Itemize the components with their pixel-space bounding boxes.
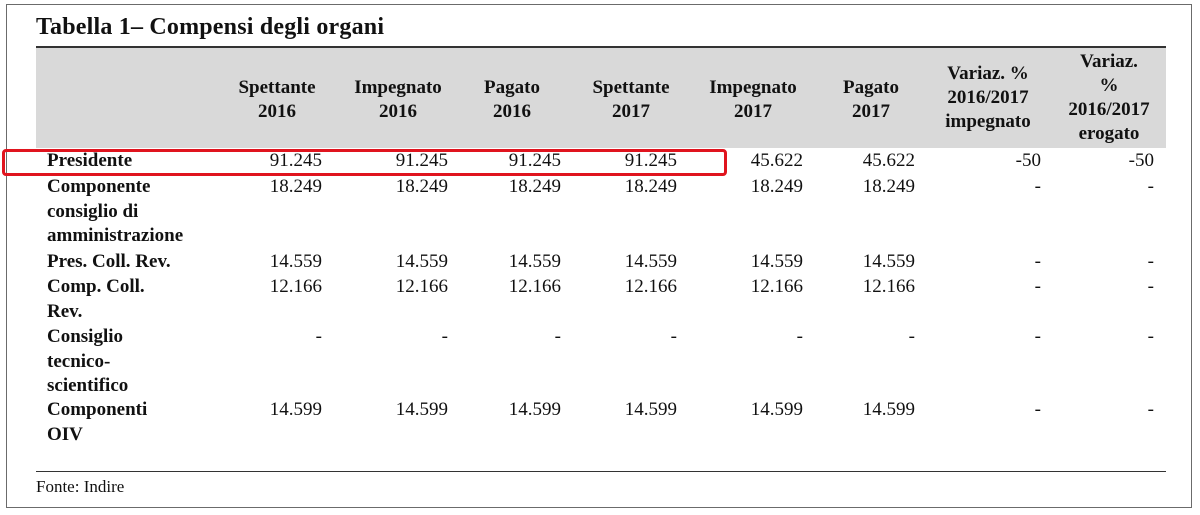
table-cell: 14.599 <box>508 399 561 420</box>
table-cell: 18.249 <box>269 176 322 197</box>
table-cell: 91.245 <box>395 150 448 171</box>
table-cell: 14.559 <box>508 251 561 272</box>
table-cell: - <box>1034 176 1041 197</box>
table-cell: 12.166 <box>508 276 561 297</box>
table-bottom-rule <box>36 471 1166 472</box>
table-cell: 14.599 <box>395 399 448 420</box>
column-header: Variaz. % 2016/2017 impegnato <box>945 63 1031 132</box>
column-header: Spettante 2017 <box>592 77 670 122</box>
table-cell: 12.166 <box>750 276 803 297</box>
table-cell: 12.166 <box>269 276 322 297</box>
table-cell: 18.249 <box>395 176 448 197</box>
row-label: Componenti OIV <box>47 399 148 445</box>
table-cell: - <box>1034 276 1041 297</box>
row-label: Consiglio tecnico- scientifico <box>47 326 129 396</box>
row-label: Presidente <box>47 150 133 171</box>
table-cell: 18.249 <box>750 176 803 197</box>
table-cell: - <box>1034 251 1041 272</box>
table-cell: - <box>670 326 677 347</box>
table-cell: 12.166 <box>395 276 448 297</box>
table-cell: 18.249 <box>508 176 561 197</box>
source-note: Fonte: Indire <box>36 477 125 496</box>
column-header: Pagato 2016 <box>484 77 540 122</box>
table-cell: 14.599 <box>624 399 677 420</box>
table-cell: - <box>1147 176 1154 197</box>
table-cell: 14.599 <box>269 399 322 420</box>
table-cell: - <box>1147 251 1154 272</box>
document-frame <box>6 4 1192 508</box>
table-cell: - <box>1034 326 1041 347</box>
table-cell: 45.622 <box>750 150 803 171</box>
table-cell: 18.249 <box>862 176 915 197</box>
table-cell: 45.622 <box>862 150 915 171</box>
table-cell: 14.559 <box>750 251 803 272</box>
table-cell: -50 <box>1128 150 1154 171</box>
table-cell: 18.249 <box>624 176 677 197</box>
column-header: Pagato 2017 <box>843 77 899 122</box>
table-cell: 12.166 <box>862 276 915 297</box>
table-cell: 91.245 <box>508 150 561 171</box>
table-cell: 14.599 <box>750 399 803 420</box>
column-header: Impegnato 2017 <box>709 77 797 122</box>
table-cell: - <box>1147 276 1154 297</box>
row-label: Comp. Coll. Rev. <box>47 276 145 322</box>
row-label: Componente consiglio di amministrazione <box>47 176 184 246</box>
column-header: Impegnato 2016 <box>354 77 442 122</box>
column-header: Variaz. % 2016/2017 erogato <box>1068 51 1150 144</box>
table-cell: 14.559 <box>395 251 448 272</box>
table-cell: - <box>1147 399 1154 420</box>
table-cell: 14.599 <box>862 399 915 420</box>
highlight-box <box>2 149 727 176</box>
table-cell: 12.166 <box>624 276 677 297</box>
table-cell: -50 <box>1015 150 1041 171</box>
table-header <box>36 46 1166 148</box>
table-cell: 14.559 <box>269 251 322 272</box>
table-cell: - <box>315 326 322 347</box>
table-cell: 91.245 <box>624 150 677 171</box>
table-cell: 14.559 <box>862 251 915 272</box>
row-label: Pres. Coll. Rev. <box>47 251 171 272</box>
table-cell: 91.245 <box>269 150 322 171</box>
table-cell: - <box>796 326 803 347</box>
table-cell: - <box>1147 326 1154 347</box>
table-cell: - <box>908 326 915 347</box>
table-cell: - <box>554 326 561 347</box>
table-title: Tabella 1– Compensi degli organi <box>36 14 385 40</box>
table-cell: 14.559 <box>624 251 677 272</box>
table-cell: - <box>441 326 448 347</box>
table-cell: - <box>1034 399 1041 420</box>
column-header: Spettante 2016 <box>238 77 316 122</box>
